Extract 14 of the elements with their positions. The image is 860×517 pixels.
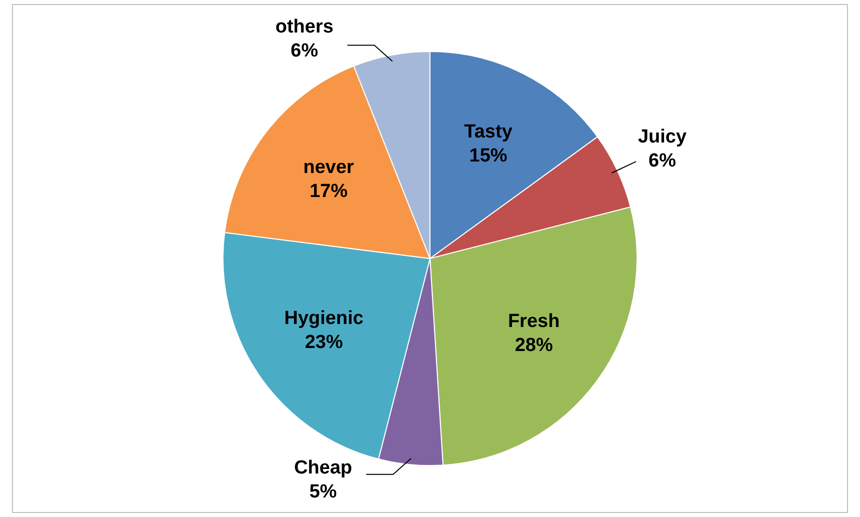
slice-label: Cheap bbox=[294, 458, 352, 479]
data-label: 17% bbox=[310, 181, 348, 202]
data-label: 28% bbox=[514, 335, 553, 356]
data-label: 6% bbox=[290, 40, 318, 62]
data-label: 15% bbox=[469, 145, 508, 166]
data-label: 23% bbox=[304, 332, 343, 353]
slice-label: never bbox=[303, 157, 355, 178]
slice-label: Juicy bbox=[638, 126, 687, 148]
slice-label: Tasty bbox=[464, 121, 513, 142]
slice-label: Hygienic bbox=[284, 308, 364, 329]
data-label: 5% bbox=[309, 482, 337, 503]
slice-label: Fresh bbox=[508, 311, 560, 332]
data-label: 6% bbox=[648, 150, 676, 172]
slice-label: others bbox=[275, 16, 334, 38]
